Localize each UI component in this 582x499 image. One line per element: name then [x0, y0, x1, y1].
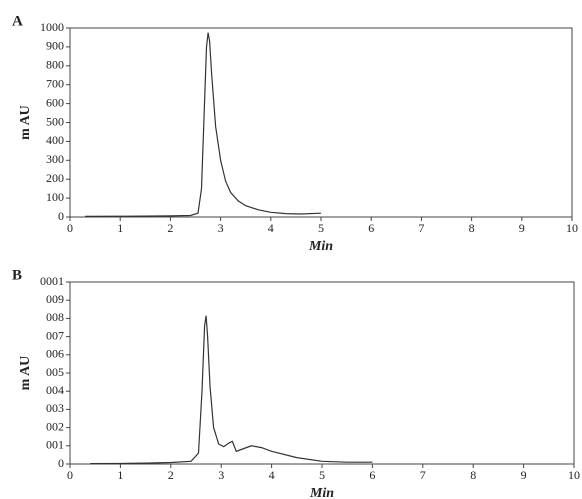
x-tick-label: 2 [167, 221, 173, 235]
x-tick-label: 8 [469, 221, 475, 235]
y-tick-label: 009 [46, 292, 64, 306]
x-tick-label: 6 [368, 221, 374, 235]
y-tick-label: 004 [46, 383, 64, 397]
x-tick-label: 7 [420, 468, 426, 482]
y-tick-label: 005 [46, 365, 64, 379]
x-tick-label: 0 [67, 468, 73, 482]
y-tick-label: 0001 [40, 274, 64, 288]
x-tick-label: 10 [566, 221, 578, 235]
plot-frame [69, 281, 575, 465]
x-tick-label: 3 [218, 468, 224, 482]
trace [85, 32, 322, 217]
x-axis-label: Min [308, 239, 333, 254]
y-tick-label: 002 [46, 419, 64, 433]
y-tick-label: 001 [46, 438, 64, 452]
x-tick-label: 3 [218, 221, 224, 235]
y-axis-label: m AU [18, 105, 33, 140]
x-tick-label: 4 [269, 468, 275, 482]
panel-label: B [12, 267, 22, 283]
x-tick-label: 8 [470, 468, 476, 482]
x-tick-label: 4 [268, 221, 274, 235]
x-tick-label: 7 [418, 221, 424, 235]
y-tick-label: 600 [46, 95, 64, 109]
y-tick-label: 400 [46, 133, 64, 147]
y-tick-label: 007 [46, 328, 64, 342]
y-tick-label: 003 [46, 401, 64, 415]
trace [90, 315, 373, 465]
x-tick-label: 9 [521, 468, 527, 482]
y-tick-label: 300 [46, 152, 64, 166]
x-tick-label: 9 [519, 221, 525, 235]
y-tick-label: 008 [46, 310, 64, 324]
y-tick-label: 100 [46, 190, 64, 204]
y-axis-label: m AU [18, 356, 33, 391]
y-tick-label: 800 [46, 58, 64, 72]
x-tick-label: 0 [67, 221, 73, 235]
y-tick-label: 1000 [40, 20, 64, 34]
y-tick-label: 006 [46, 347, 64, 361]
x-tick-label: 2 [168, 468, 174, 482]
y-tick-label: 0 [58, 209, 64, 223]
x-tick-label: 6 [369, 468, 375, 482]
x-axis-label: Min [309, 486, 334, 499]
y-tick-label: 900 [46, 39, 64, 53]
x-tick-label: 10 [568, 468, 580, 482]
y-tick-label: 0 [58, 456, 64, 470]
x-tick-label: 5 [318, 221, 324, 235]
y-tick-label: 200 [46, 171, 64, 185]
y-tick-label: 700 [46, 76, 64, 90]
x-tick-label: 1 [117, 468, 123, 482]
panel-label: A [12, 13, 23, 29]
plot-frame [69, 27, 573, 218]
y-tick-label: 500 [46, 114, 64, 128]
x-tick-label: 5 [319, 468, 325, 482]
x-tick-label: 1 [117, 221, 123, 235]
